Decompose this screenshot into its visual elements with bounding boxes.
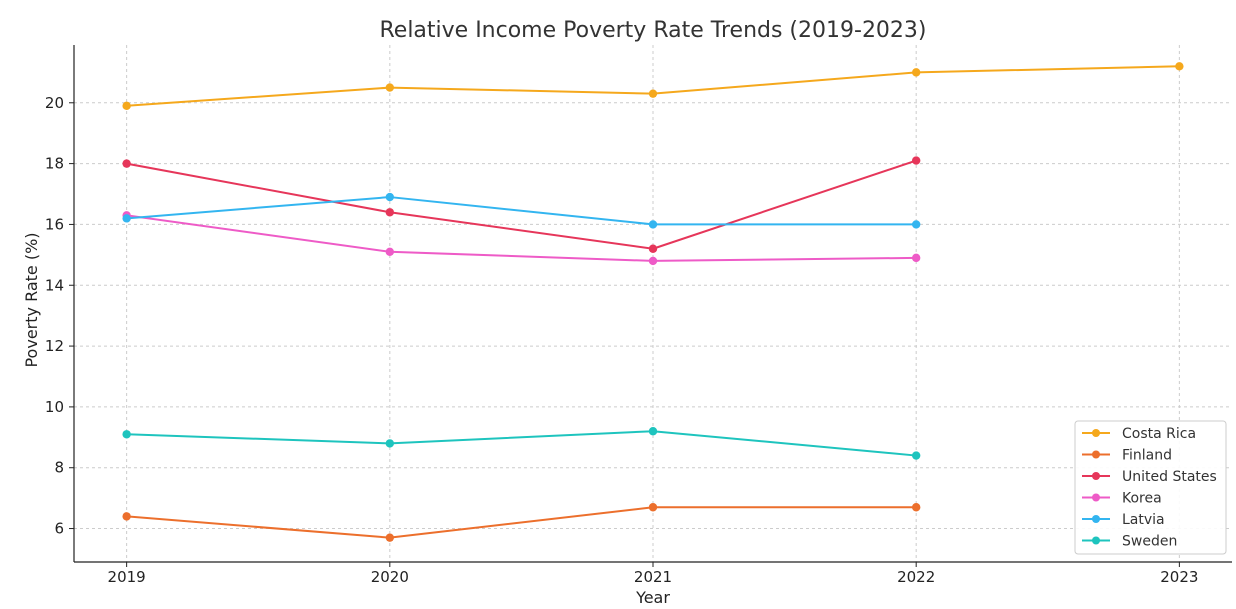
series-korea [122, 211, 921, 266]
series-finland [122, 503, 921, 542]
y-tick-label: 20 [45, 94, 64, 112]
legend-item-costa-rica: Costa Rica [1082, 426, 1196, 442]
legend-label: United States [1122, 469, 1217, 485]
legend-swatch-marker [1092, 536, 1100, 545]
series-costa-rica [122, 62, 1184, 111]
data-point [122, 214, 131, 223]
data-point [122, 512, 131, 521]
data-point [648, 256, 658, 266]
data-point [122, 159, 131, 168]
y-tick-label: 8 [54, 459, 64, 477]
series-line-sweden [126, 430, 917, 457]
legend-swatch-marker [1092, 429, 1100, 437]
data-point [385, 208, 395, 217]
data-point [911, 68, 921, 77]
x-tick-label: 2022 [897, 568, 935, 586]
data-point [385, 533, 395, 542]
y-axis-label: Poverty Rate (%) [22, 232, 41, 367]
data-point [385, 83, 395, 92]
y-tick-label: 18 [45, 155, 64, 173]
legend-label: Finland [1122, 448, 1172, 464]
series-line-finland [126, 506, 917, 539]
legend-swatch-marker [1092, 450, 1100, 459]
grid-layer [74, 45, 1232, 562]
legend-label: Costa Rica [1122, 426, 1196, 442]
legend-item-latvia: Latvia [1082, 512, 1165, 528]
data-point [648, 244, 658, 253]
y-tick-label: 16 [45, 215, 64, 233]
data-point [385, 247, 395, 256]
y-tick-label: 12 [45, 337, 64, 355]
chart-title: Relative Income Poverty Rate Trends (201… [379, 18, 926, 43]
legend-item-finland: Finland [1082, 448, 1172, 464]
series-line-latvia [126, 196, 917, 226]
series-layer [122, 62, 1184, 542]
y-tick-label: 6 [54, 520, 64, 538]
x-tick-label: 2019 [108, 568, 146, 586]
legend-label: Korea [1122, 491, 1162, 507]
x-axis-label: Year [635, 588, 670, 607]
data-point [911, 220, 921, 229]
series-united-states [122, 156, 921, 253]
data-point [911, 253, 921, 263]
legend-item-united-states: United States [1082, 469, 1217, 485]
legend-frame [1074, 420, 1227, 555]
data-point [911, 156, 921, 165]
data-point [648, 89, 658, 98]
legend-swatch-marker [1092, 493, 1100, 502]
data-point [648, 220, 658, 229]
series-line-united-states [126, 159, 917, 250]
series-latvia [122, 192, 921, 229]
data-point [648, 427, 658, 436]
x-tick-label: 2023 [1160, 568, 1198, 586]
legend-item-korea: Korea [1082, 491, 1162, 507]
y-tick-label: 10 [45, 398, 64, 416]
legend: Costa Rica Finland United States Korea Latvi… [1074, 420, 1227, 555]
data-point [122, 430, 131, 439]
legend-swatch-marker [1092, 515, 1100, 523]
ticks-layer: 2019 2020 2021 2022 2023 6 8 10 12 14 16 18 20 [45, 94, 1199, 586]
x-tick-label: 2020 [371, 568, 409, 586]
data-point [385, 192, 395, 202]
data-point [385, 439, 395, 448]
legend-swatch-marker [1092, 472, 1100, 480]
legend-entries: Costa Rica Finland United States Korea Latvi… [1082, 426, 1217, 550]
data-point [648, 503, 658, 512]
data-point [1175, 62, 1184, 71]
series-line-korea [126, 214, 917, 262]
x-tick-label: 2021 [634, 568, 672, 586]
data-point [911, 451, 921, 460]
data-point [122, 101, 131, 111]
legend-label: Latvia [1122, 512, 1165, 528]
legend-label: Sweden [1122, 534, 1177, 550]
data-point [911, 503, 921, 512]
legend-item-sweden: Sweden [1082, 534, 1177, 550]
y-tick-label: 14 [45, 276, 64, 294]
series-sweden [122, 427, 921, 460]
